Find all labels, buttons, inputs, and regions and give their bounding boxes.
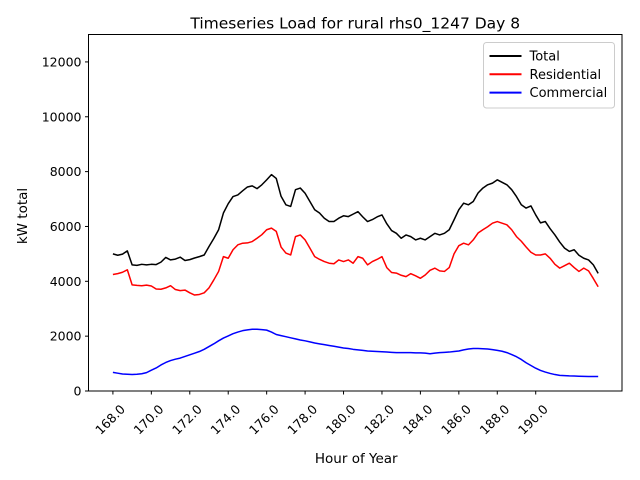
y-axis-label: kW total <box>15 188 31 244</box>
line-commercial <box>112 328 599 378</box>
line-total <box>112 173 599 274</box>
line-residential <box>112 220 599 296</box>
y-tick-label: 10000 <box>42 109 82 124</box>
y-tick-label: 0 <box>74 384 82 399</box>
y-tick-label: 6000 <box>50 219 82 234</box>
y-tick-label: 8000 <box>50 164 82 179</box>
x-axis-label: Hour of Year <box>315 451 398 467</box>
legend-label-residential: Residential <box>530 68 602 83</box>
y-tick-label: 2000 <box>50 329 82 344</box>
y-tick-label: 12000 <box>42 54 82 69</box>
axes-frame <box>88 34 623 392</box>
chart-title: Timeseries Load for rural rhs0_1247 Day … <box>189 15 520 34</box>
y-tick-label: 4000 <box>50 274 82 289</box>
legend-label-total: Total <box>529 50 560 65</box>
series-group <box>112 173 599 378</box>
legend-label-commercial: Commercial <box>530 86 608 101</box>
